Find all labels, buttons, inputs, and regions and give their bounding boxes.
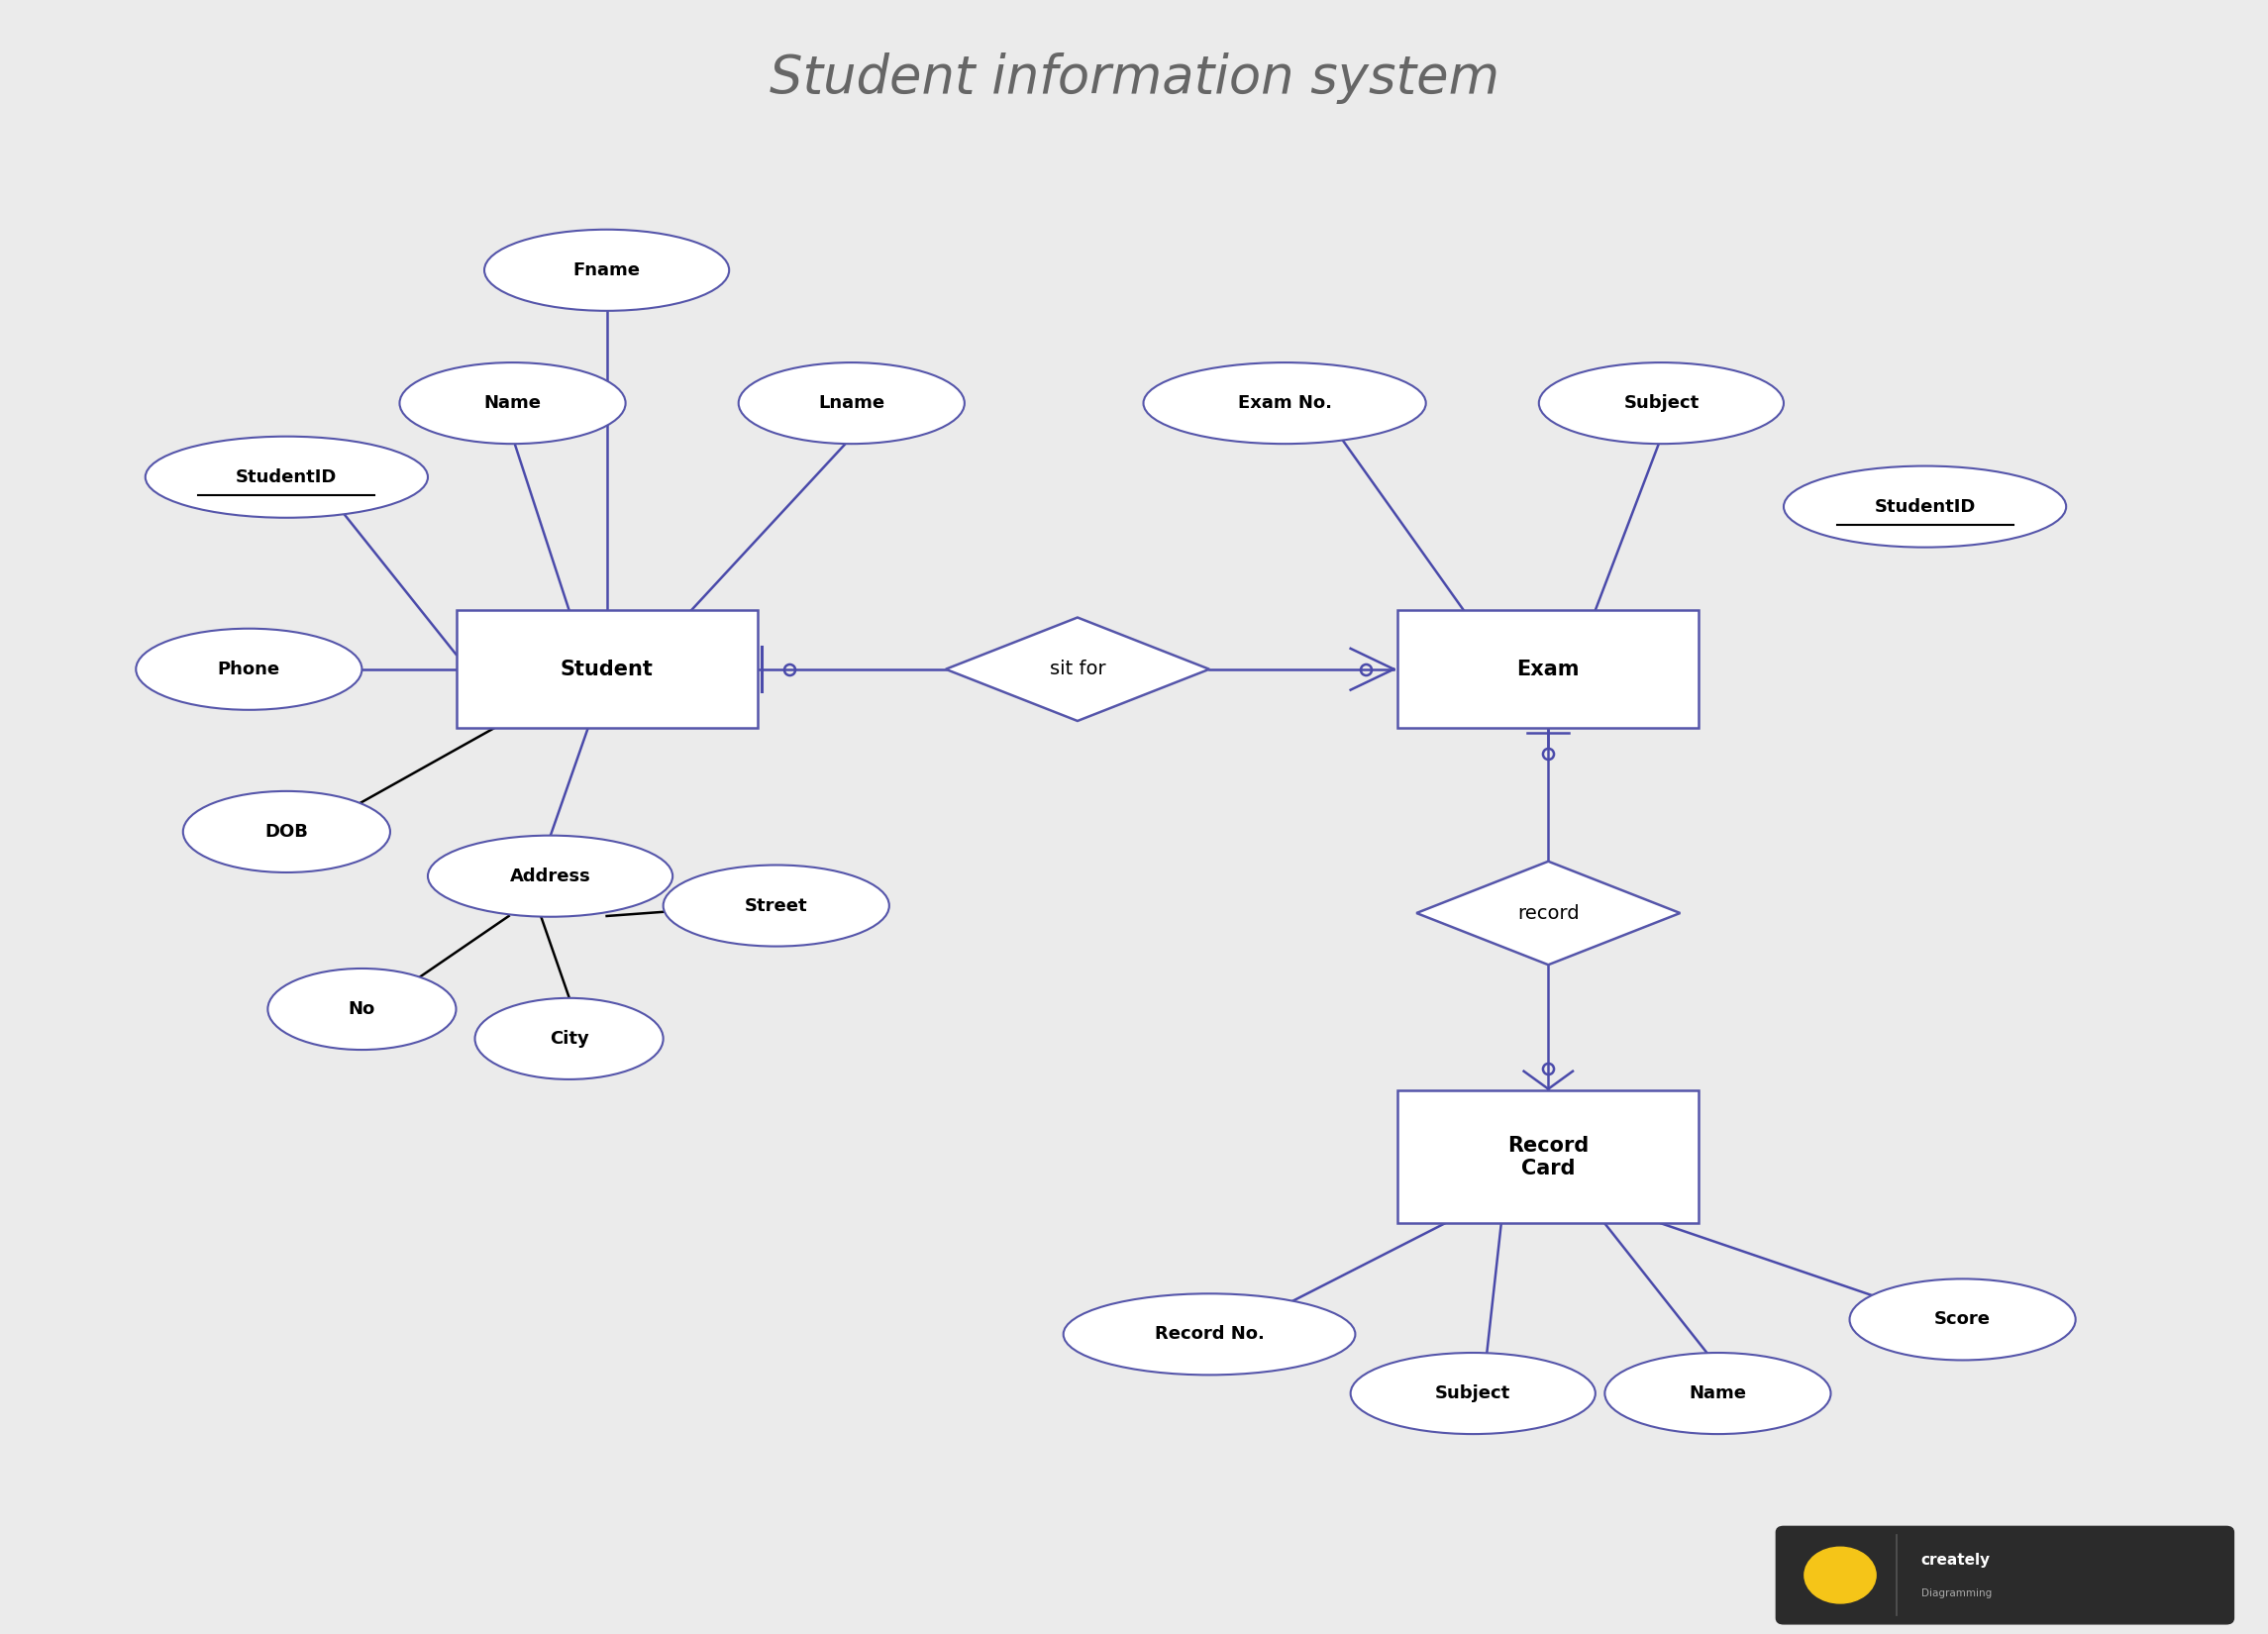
Ellipse shape — [184, 791, 390, 873]
Text: Diagramming: Diagramming — [1921, 1588, 1991, 1598]
Text: creately: creately — [1921, 1552, 1991, 1569]
Ellipse shape — [145, 436, 429, 518]
Ellipse shape — [1851, 1279, 2075, 1359]
Text: StudentID: StudentID — [236, 469, 338, 485]
Text: sit for: sit for — [1050, 660, 1105, 678]
FancyBboxPatch shape — [456, 609, 758, 729]
Ellipse shape — [1143, 363, 1427, 444]
Text: Lname: Lname — [819, 394, 885, 412]
Ellipse shape — [1606, 1353, 1830, 1435]
Text: Fname: Fname — [574, 261, 640, 279]
Ellipse shape — [1349, 1353, 1594, 1435]
Text: Address: Address — [510, 868, 590, 886]
Text: Exam: Exam — [1517, 659, 1581, 680]
FancyBboxPatch shape — [1776, 1526, 2234, 1624]
Text: No: No — [349, 1000, 376, 1018]
Text: StudentID: StudentID — [1873, 498, 1975, 516]
Text: Phone: Phone — [218, 660, 281, 678]
Ellipse shape — [136, 629, 363, 709]
Text: Student: Student — [560, 659, 653, 680]
Text: Student information system: Student information system — [769, 52, 1499, 105]
Text: Score: Score — [1935, 1310, 1991, 1328]
Ellipse shape — [662, 864, 889, 946]
Ellipse shape — [399, 363, 626, 444]
Ellipse shape — [1783, 466, 2066, 547]
Ellipse shape — [429, 835, 674, 917]
Circle shape — [1805, 1547, 1876, 1603]
Text: Subject: Subject — [1624, 394, 1699, 412]
Text: DOB: DOB — [265, 824, 308, 840]
Polygon shape — [1418, 861, 1681, 964]
Ellipse shape — [739, 363, 964, 444]
Text: Street: Street — [744, 897, 807, 915]
Ellipse shape — [1064, 1294, 1356, 1374]
Text: Exam No.: Exam No. — [1238, 394, 1331, 412]
Text: Subject: Subject — [1436, 1384, 1510, 1402]
Ellipse shape — [474, 998, 662, 1080]
FancyBboxPatch shape — [1397, 1090, 1699, 1224]
Text: City: City — [549, 1029, 590, 1047]
Polygon shape — [946, 618, 1209, 721]
Ellipse shape — [1540, 363, 1783, 444]
Ellipse shape — [268, 969, 456, 1049]
Text: Record
Card: Record Card — [1508, 1136, 1590, 1178]
Text: Record No.: Record No. — [1154, 1325, 1263, 1343]
Text: Name: Name — [1690, 1384, 1746, 1402]
Text: Name: Name — [483, 394, 542, 412]
FancyBboxPatch shape — [1397, 609, 1699, 729]
Ellipse shape — [485, 229, 728, 310]
Text: record: record — [1517, 904, 1579, 923]
